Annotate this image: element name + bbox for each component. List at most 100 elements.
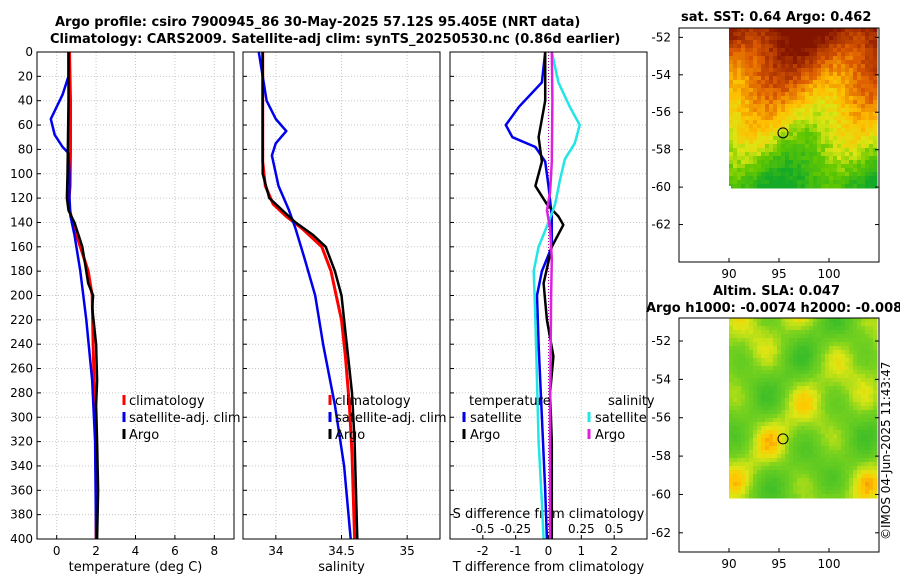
sla-cell [869,434,874,439]
sla-cell [841,398,846,403]
sla-cell [729,462,734,467]
sla-cell [729,334,734,339]
sla-cell [849,438,854,443]
sla-cell [737,418,742,423]
sla-cell [805,474,810,479]
sla-cell [809,422,814,427]
sla-cell [773,354,778,359]
sla-cell [841,338,846,343]
sst-cell [853,40,858,45]
sst-cell [761,148,766,153]
sla-cell [833,338,838,343]
sla-cell [745,414,750,419]
sst-cell [745,72,750,77]
sst-cell [769,72,774,77]
sla-cell [789,354,794,359]
sst-cell [837,40,842,45]
sla-cell [805,486,810,491]
sst-cell [765,28,770,33]
sla-cell [745,426,750,431]
sla-cell [821,442,826,447]
sla-cell [741,362,746,367]
sst-cell [737,96,742,101]
sla-cell [825,422,830,427]
sla-cell [837,414,842,419]
sla-cell [813,394,818,399]
sst-cell [829,88,834,93]
sla-cell [753,446,758,451]
sst-cell [873,176,878,181]
sst-cell [857,116,862,121]
sla-cell [829,482,834,487]
sla-cell [797,406,802,411]
sla-cell [737,466,742,471]
sst-cell [853,56,858,61]
sla-cell [857,438,862,443]
sla-cell [817,330,822,335]
sla-cell [749,438,754,443]
sst-cell [841,156,846,161]
y-tick-label: 240 [10,337,33,351]
sst-cell [841,108,846,113]
sst-cell [745,36,750,41]
sst-cell [793,64,798,69]
sla-cell [865,398,870,403]
sst-cell [745,180,750,185]
sst-cell [785,68,790,73]
sst-cell [841,68,846,73]
sla-cell [789,386,794,391]
sla-cell [793,350,798,355]
sst-cell [829,116,834,121]
sst-cell [837,168,842,173]
sla-cell [809,406,814,411]
sst-cell [821,88,826,93]
sla-cell [825,394,830,399]
sla-cell [741,478,746,483]
sst-cell [773,76,778,81]
sla-cell [729,486,734,491]
sst-cell [853,28,858,33]
sst-cell [861,44,866,49]
sst-cell [789,148,794,153]
sla-cell [869,342,874,347]
sla-cell [809,462,814,467]
sst-cell [849,52,854,57]
sla-cell [801,394,806,399]
sla-cell [733,350,738,355]
sst-cell [769,68,774,73]
sst-cell [781,116,786,121]
sst-cell [833,164,838,169]
sst-cell [821,48,826,53]
sla-cell [733,410,738,415]
sla-cell [845,474,850,479]
sst-cell [813,104,818,109]
sla-cell [837,370,842,375]
sst-cell [849,180,854,185]
sla-map-title-line2: Argo h1000: -0.0074 h2000: -0.008 [646,301,900,316]
sla-cell [825,398,830,403]
sla-cell [753,494,758,499]
sla-cell [833,454,838,459]
sst-cell [741,64,746,69]
sst-cell [777,156,782,161]
legend-label: satellite [595,411,647,426]
sst-cell [805,148,810,153]
legend-title-salinity: salinity [608,394,655,409]
sst-cell [845,28,850,33]
sst-cell [865,120,870,125]
sst-cell [845,184,850,189]
sst-cell [861,56,866,61]
sst-cell [845,160,850,165]
sst-cell [833,44,838,49]
sst-cell [865,144,870,149]
sst-cell [729,64,734,69]
sst-cell [809,96,814,101]
sst-cell [761,48,766,53]
sst-cell [857,84,862,89]
sla-cell [829,446,834,451]
sla-cell [789,450,794,455]
sla-cell [821,386,826,391]
sla-cell [761,398,766,403]
sst-cell [797,28,802,33]
sst-cell [781,104,786,109]
